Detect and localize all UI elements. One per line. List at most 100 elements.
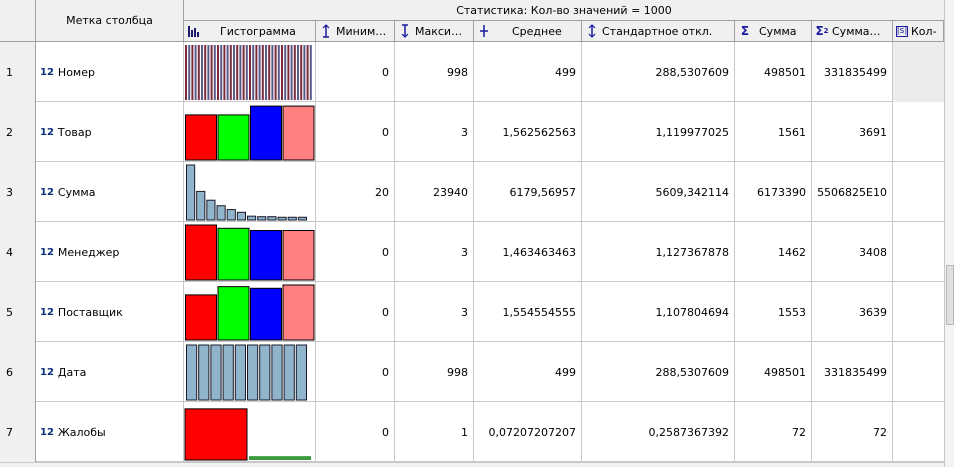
mean-cell[interactable]: 0,07207207207 xyxy=(474,402,582,462)
row-number[interactable]: 1 xyxy=(0,42,36,102)
max-cell[interactable]: 998 xyxy=(395,342,474,402)
histogram-bar xyxy=(267,216,277,221)
mean-cell[interactable]: 499 xyxy=(474,42,582,102)
row-number[interactable]: 6 xyxy=(0,342,36,402)
min-cell[interactable]: 0 xyxy=(316,102,395,162)
stddev-cell[interactable]: 288,5307609 xyxy=(582,42,735,102)
table-row[interactable]: 3 12 Сумма 20 23940 6179,56957 5609,342114 6173… xyxy=(0,162,944,222)
row-number[interactable]: 2 xyxy=(0,102,36,162)
max-cell[interactable]: 3 xyxy=(395,222,474,282)
histogram-cell[interactable] xyxy=(184,42,316,102)
mean-cell[interactable]: 1,463463463 xyxy=(474,222,582,282)
column-label-cell[interactable]: 12 Жалобы xyxy=(36,402,184,462)
stddev-cell[interactable]: 288,5307609 xyxy=(582,342,735,402)
sum-cell[interactable]: 1462 xyxy=(735,222,812,282)
stddev-cell[interactable]: 0,2587367392 xyxy=(582,402,735,462)
stddev-column-header[interactable]: Стандартное откл. xyxy=(582,21,735,42)
column-label-header-text: Метка столбца xyxy=(66,14,153,27)
max-cell[interactable]: 1 xyxy=(395,402,474,462)
histogram-cell[interactable] xyxy=(184,402,316,462)
column-label-cell[interactable]: 12 Номер xyxy=(36,42,184,102)
sum-cell[interactable]: 498501 xyxy=(735,342,812,402)
histogram-bar xyxy=(268,45,271,100)
count-column-header[interactable]: |s| Кол- xyxy=(893,21,944,42)
column-label-cell[interactable]: 12 Поставщик xyxy=(36,282,184,342)
histogram-bar xyxy=(277,216,287,221)
vertical-scrollbar[interactable] xyxy=(944,0,954,467)
sum-cell[interactable]: 6173390 xyxy=(735,162,812,222)
mean-cell[interactable]: 1,562562563 xyxy=(474,102,582,162)
min-cell[interactable]: 0 xyxy=(316,342,395,402)
count-cell[interactable] xyxy=(893,102,944,162)
min-cell[interactable]: 0 xyxy=(316,282,395,342)
stddev-cell[interactable]: 5609,342114 xyxy=(582,162,735,222)
column-label-cell[interactable]: 12 Дата xyxy=(36,342,184,402)
count-cell[interactable] xyxy=(893,402,944,462)
sum-cell[interactable]: 1561 xyxy=(735,102,812,162)
count-cell[interactable] xyxy=(893,42,944,102)
column-label-cell[interactable]: 12 Товар xyxy=(36,102,184,162)
min-cell[interactable]: 0 xyxy=(316,402,395,462)
stddev-cell[interactable]: 1,119977025 xyxy=(582,102,735,162)
count-cell[interactable] xyxy=(893,342,944,402)
stddev-cell[interactable]: 1,127367878 xyxy=(582,222,735,282)
histogram-bar xyxy=(185,45,187,100)
mean-cell[interactable]: 1,554554555 xyxy=(474,282,582,342)
table-row[interactable]: 1 12 Номер 0 998 499 288,5307609 498501 33183549… xyxy=(0,42,944,102)
sum-cell[interactable]: 498501 xyxy=(735,42,812,102)
histogram-cell[interactable] xyxy=(184,282,316,342)
sum-cell[interactable]: 72 xyxy=(735,402,812,462)
sum-squares-cell[interactable]: 3408 xyxy=(812,222,893,282)
max-column-header[interactable]: Макси… xyxy=(395,21,474,42)
sum-column-header[interactable]: Σ Сумма xyxy=(735,21,812,42)
mean-cell[interactable]: 6179,56957 xyxy=(474,162,582,222)
row-number[interactable]: 3 xyxy=(0,162,36,222)
histogram-bar xyxy=(194,45,197,100)
row-number[interactable]: 5 xyxy=(0,282,36,342)
max-cell[interactable]: 23940 xyxy=(395,162,474,222)
scrollbar-thumb[interactable] xyxy=(946,265,954,325)
table-row[interactable]: 6 12 Дата 0 998 499 288,5307609 498501 331835499 xyxy=(0,342,944,402)
max-cell[interactable]: 3 xyxy=(395,102,474,162)
sum-squares-cell[interactable]: 331835499 xyxy=(812,342,893,402)
histogram-bar xyxy=(198,344,210,401)
histogram-cell[interactable] xyxy=(184,342,316,402)
row-number[interactable]: 7 xyxy=(0,402,36,462)
histogram-bar xyxy=(277,45,280,100)
histogram-bar xyxy=(257,216,267,221)
table-row[interactable]: 4 12 Менеджер 0 3 1,463463463 1,127367878 1462 3… xyxy=(0,222,944,282)
sum-squares-cell[interactable]: 3691 xyxy=(812,102,893,162)
count-cell[interactable] xyxy=(893,222,944,282)
histogram-cell[interactable] xyxy=(184,162,316,222)
max-cell[interactable]: 998 xyxy=(395,42,474,102)
mean-column-header[interactable]: Среднее xyxy=(474,21,582,42)
histogram-column-header[interactable]: Гистограмма xyxy=(184,21,316,42)
histogram-cell[interactable] xyxy=(184,102,316,162)
min-cell[interactable]: 20 xyxy=(316,162,395,222)
table-row[interactable]: 5 12 Поставщик 0 3 1,554554555 1,107804694 1553… xyxy=(0,282,944,342)
min-column-header[interactable]: Миним… xyxy=(316,21,395,42)
sum-squares-cell[interactable]: 3639 xyxy=(812,282,893,342)
max-cell[interactable]: 3 xyxy=(395,282,474,342)
count-cell[interactable] xyxy=(893,282,944,342)
mean-cell[interactable]: 499 xyxy=(474,342,582,402)
column-label-cell[interactable]: 12 Менеджер xyxy=(36,222,184,282)
min-cell[interactable]: 0 xyxy=(316,42,395,102)
column-label-header[interactable]: Метка столбца xyxy=(36,0,184,42)
sum-squares-cell[interactable]: 72 xyxy=(812,402,893,462)
statistics-group-header: Статистика: Кол-во значений = 1000 xyxy=(184,0,944,21)
table-row[interactable]: 2 12 Товар 0 3 1,562562563 1,119977025 1561 3691 xyxy=(0,102,944,162)
stddev-cell[interactable]: 1,107804694 xyxy=(582,282,735,342)
count-cell[interactable] xyxy=(893,162,944,222)
column-label-cell[interactable]: 12 Сумма xyxy=(36,162,184,222)
sum-squares-cell[interactable]: 5506825E10 xyxy=(812,162,893,222)
sum-squares-cell[interactable]: 331835499 xyxy=(812,42,893,102)
sum-cell[interactable]: 1553 xyxy=(735,282,812,342)
row-number[interactable]: 4 xyxy=(0,222,36,282)
table-row[interactable]: 7 12 Жалобы 0 1 0,07207207207 0,2587367392 72 72 xyxy=(0,402,944,462)
horizontal-scrollbar[interactable] xyxy=(0,462,944,467)
header-corner[interactable] xyxy=(0,0,36,42)
histogram-cell[interactable] xyxy=(184,222,316,282)
min-cell[interactable]: 0 xyxy=(316,222,395,282)
